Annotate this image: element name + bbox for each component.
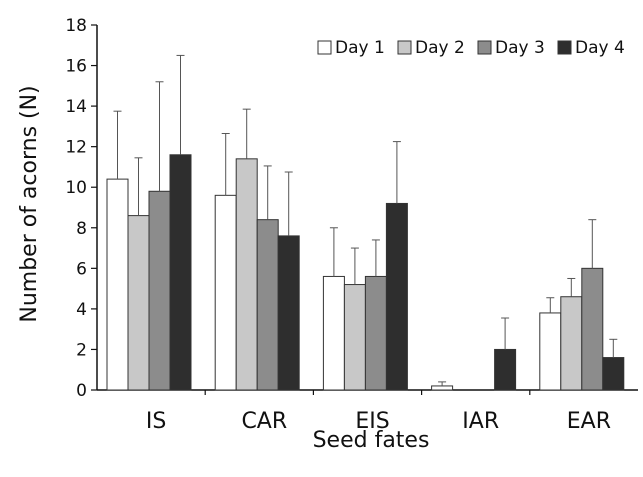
y-axis-title: Number of acorns (N) <box>17 85 42 322</box>
bar <box>364 275 387 391</box>
x-axis-title: Seed fates <box>313 428 430 453</box>
y-tick-label: 18 <box>65 16 87 36</box>
y-tick-label: 14 <box>65 97 87 117</box>
x-tick-label: CAR <box>241 409 287 434</box>
bar <box>539 312 562 391</box>
bar <box>277 235 300 391</box>
legend-label: Day 2 <box>415 38 465 58</box>
y-tick-label: 12 <box>65 138 87 158</box>
bar <box>560 296 583 391</box>
x-tick-label: IS <box>146 409 166 434</box>
y-tick-label: 0 <box>76 381 87 401</box>
bar <box>148 190 171 391</box>
legend-swatch <box>397 40 412 55</box>
y-tick-label: 4 <box>76 300 87 320</box>
y-tick-label: 2 <box>76 340 87 360</box>
y-tick-label: 10 <box>65 178 87 198</box>
bar <box>343 284 366 391</box>
bar <box>322 275 345 391</box>
bar <box>169 154 192 391</box>
legend-swatch <box>557 40 572 55</box>
bar <box>494 348 517 391</box>
legend-label: Day 1 <box>335 38 385 58</box>
bar <box>385 202 408 391</box>
y-tick-label: 8 <box>76 219 87 239</box>
legend-swatch <box>317 40 332 55</box>
y-tick-label: 6 <box>76 259 87 279</box>
bar <box>431 385 454 391</box>
x-tick-label: EIS <box>355 409 389 434</box>
x-tick-label: IAR <box>462 409 499 434</box>
error-bars <box>113 54 618 386</box>
bar <box>106 178 129 391</box>
legend: Day 1 Day 2 Day 3 Day 4 <box>317 38 625 58</box>
bar <box>235 158 258 391</box>
x-tick-label: EAR <box>567 409 611 434</box>
y-tick-label: 16 <box>65 57 87 77</box>
legend-label: Day 4 <box>575 38 625 58</box>
bar <box>127 215 150 391</box>
y-axis: 0 2 4 6 8 10 12 14 16 18 <box>65 16 98 401</box>
bars <box>106 154 625 391</box>
bar <box>581 267 604 391</box>
bar <box>214 194 237 391</box>
legend-label: Day 3 <box>495 38 545 58</box>
bar <box>602 357 625 391</box>
bar <box>256 219 279 391</box>
legend-swatch <box>477 40 492 55</box>
